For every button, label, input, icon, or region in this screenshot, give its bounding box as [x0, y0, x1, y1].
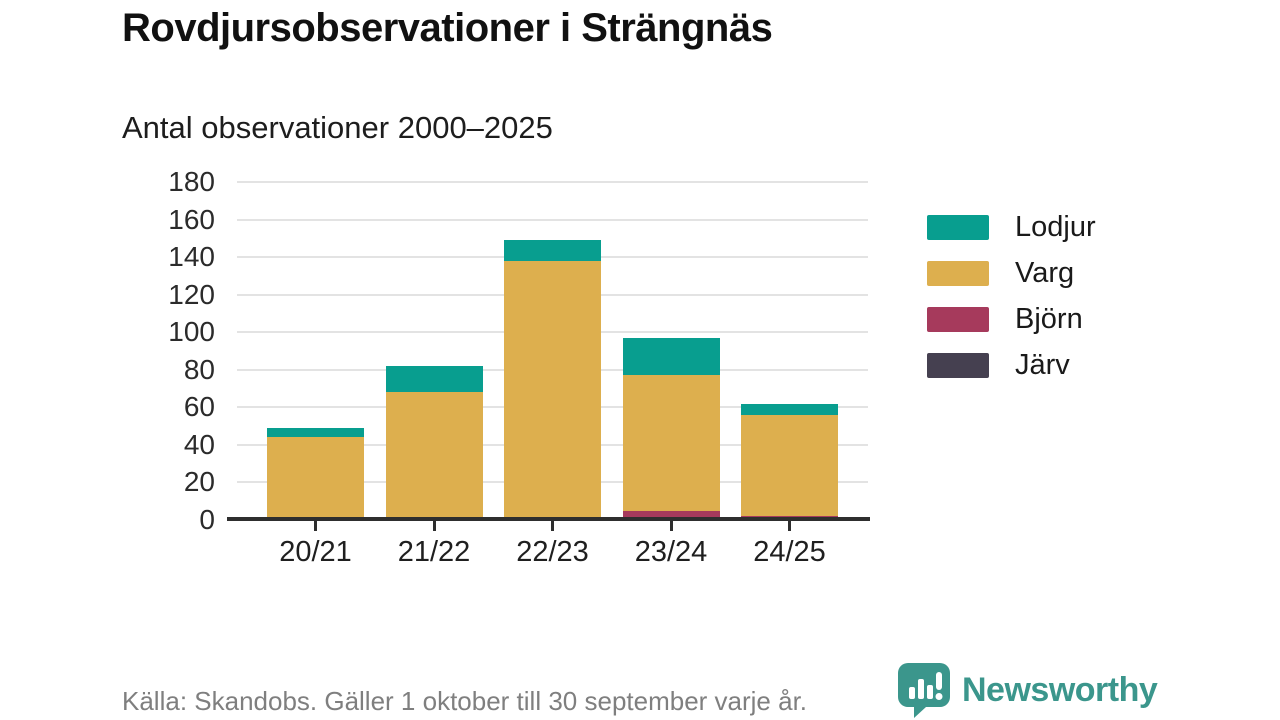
bar-21-22-lodjur [385, 366, 483, 393]
bar-24-25-varg [741, 414, 838, 517]
legend: Lodjur Varg Björn Järv [927, 204, 1096, 388]
y-tick-label: 120 [168, 278, 215, 310]
x-tick [551, 521, 554, 531]
source-note: Källa: Skandobs. Gäller 1 oktober till 3… [122, 686, 808, 716]
y-tick-label: 180 [168, 166, 215, 197]
legend-label: Björn [1015, 302, 1083, 335]
x-tick-label: 22/23 [516, 536, 589, 568]
y-tick-label: 80 [183, 353, 215, 385]
legend-swatch-järv [927, 352, 989, 378]
y-tick-label: 20 [183, 466, 215, 498]
x-tick-label: 24/25 [753, 536, 826, 568]
legend-swatch-björn [927, 306, 989, 332]
x-tick-label: 23/24 [634, 536, 708, 568]
bar-23-24-lodjur [622, 337, 720, 376]
x-tick-label: 20/21 [279, 536, 352, 568]
legend-item-björn: Björn [927, 296, 1096, 342]
chart-title: Rovdjursobservationer i Strängnäs [122, 6, 773, 50]
x-tick [788, 521, 791, 531]
y-tick-label: 160 [168, 203, 215, 235]
y-axis: 0 20 40 60 80 100 120 140 160 180 [120, 166, 215, 535]
brand-name: Newsworthy [962, 670, 1158, 709]
bar-20-21-varg [267, 437, 364, 520]
bar-21-22-varg [385, 392, 483, 520]
x-axis: 20/21 21/22 22/23 23/24 24/25 [237, 536, 868, 576]
y-tick-label: 100 [168, 316, 215, 348]
y-tick-label: 0 [199, 504, 215, 535]
bar-22-23-lodjur [504, 240, 601, 261]
legend-item-lodjur: Lodjur [927, 204, 1096, 250]
legend-label: Järv [1015, 348, 1070, 381]
x-tick-label: 21/22 [397, 536, 471, 568]
x-axis-line [227, 517, 870, 521]
legend-swatch-varg [927, 260, 989, 286]
brand-logo: Newsworthy [896, 661, 1158, 719]
y-tick-label: 140 [168, 241, 215, 273]
x-tick [669, 521, 673, 531]
legend-label: Varg [1015, 256, 1075, 289]
y-tick-label: 60 [183, 391, 215, 423]
x-tick [432, 521, 436, 531]
legend-label: Lodjur [1015, 210, 1096, 243]
chart-subtitle: Antal observationer 2000–2025 [122, 110, 553, 145]
legend-item-järv: Järv [927, 342, 1096, 388]
x-tick [314, 521, 317, 531]
gridline-180 [237, 181, 868, 183]
bar-24-25-lodjur [741, 403, 838, 415]
bar-23-24-björn [622, 510, 720, 520]
bar-23-24-varg [622, 375, 720, 511]
legend-item-varg: Varg [927, 250, 1096, 296]
gridline-160 [237, 218, 868, 221]
newsworthy-icon [898, 663, 950, 718]
bar-22-23-varg [504, 260, 601, 520]
plot-area [227, 181, 870, 531]
bar-20-21-lodjur [267, 428, 364, 438]
y-tick-label: 40 [183, 428, 215, 460]
legend-swatch-lodjur [927, 214, 989, 240]
